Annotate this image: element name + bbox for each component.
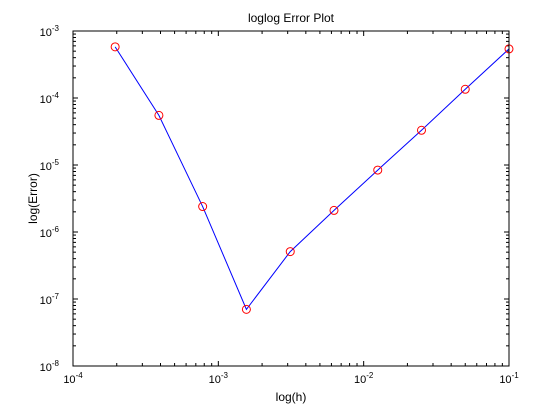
y-tick-label: 10-4 [40, 91, 60, 106]
x-tick-label: 10-4 [63, 371, 83, 386]
y-tick-label-base: 10 [40, 228, 52, 240]
y-tick-label-base: 10 [40, 161, 52, 173]
x-axis-title: log(h) [276, 390, 307, 404]
x-tick-label-base: 10 [63, 374, 75, 386]
data-point-marker [110, 42, 120, 52]
x-tick-label-exponent: -1 [512, 371, 520, 380]
y-tick-label-base: 10 [40, 295, 52, 307]
y-tick-label: 10-8 [40, 359, 60, 374]
data-point-marker [241, 304, 251, 314]
y-tick-label-exponent: -7 [52, 292, 60, 301]
y-tick-label-base: 10 [40, 94, 52, 106]
data-point-marker [417, 125, 427, 135]
series-line [114, 46, 510, 311]
x-tick-label-exponent: -3 [221, 371, 229, 380]
y-tick-label-exponent: -5 [52, 158, 60, 167]
data-point-marker [329, 205, 339, 215]
y-tick-label-exponent: -4 [52, 91, 60, 100]
y-tick-label-exponent: -8 [52, 359, 60, 368]
x-tick-label-base: 10 [499, 374, 511, 386]
series-layer [110, 42, 514, 314]
plot-area [73, 31, 509, 366]
y-tick-label: 10-5 [40, 158, 60, 173]
y-tick-label: 10-7 [40, 292, 60, 307]
x-tick-label-base: 10 [209, 374, 221, 386]
y-tick-label: 10-6 [40, 225, 60, 240]
x-tick-label-exponent: -4 [76, 371, 84, 380]
y-axis-title: log(Error) [26, 173, 40, 224]
x-tick-label: 10-3 [209, 371, 229, 386]
y-tick-label-base: 10 [40, 362, 52, 374]
data-point-marker [460, 84, 470, 94]
x-tick-label-base: 10 [354, 374, 366, 386]
y-tick-label-base: 10 [40, 27, 52, 39]
y-tick-label: 10-3 [40, 24, 60, 39]
data-point-marker [373, 165, 383, 175]
y-tick-label-exponent: -3 [52, 24, 60, 33]
data-point-marker [198, 202, 208, 212]
labels-layer: 10-4 10-3 10-2 10-110-810-710-610-510-410-3 [40, 24, 520, 386]
y-tick-label-exponent: -6 [52, 225, 60, 234]
chart-title: loglog Error Plot [248, 11, 335, 25]
x-tick-label: 10-2 [354, 371, 374, 386]
x-tick-label-exponent: -2 [366, 371, 374, 380]
plot-frame [72, 30, 510, 367]
data-point-marker [154, 110, 164, 120]
x-tick-label: 10-1 [499, 371, 519, 386]
data-point-marker [285, 247, 295, 257]
